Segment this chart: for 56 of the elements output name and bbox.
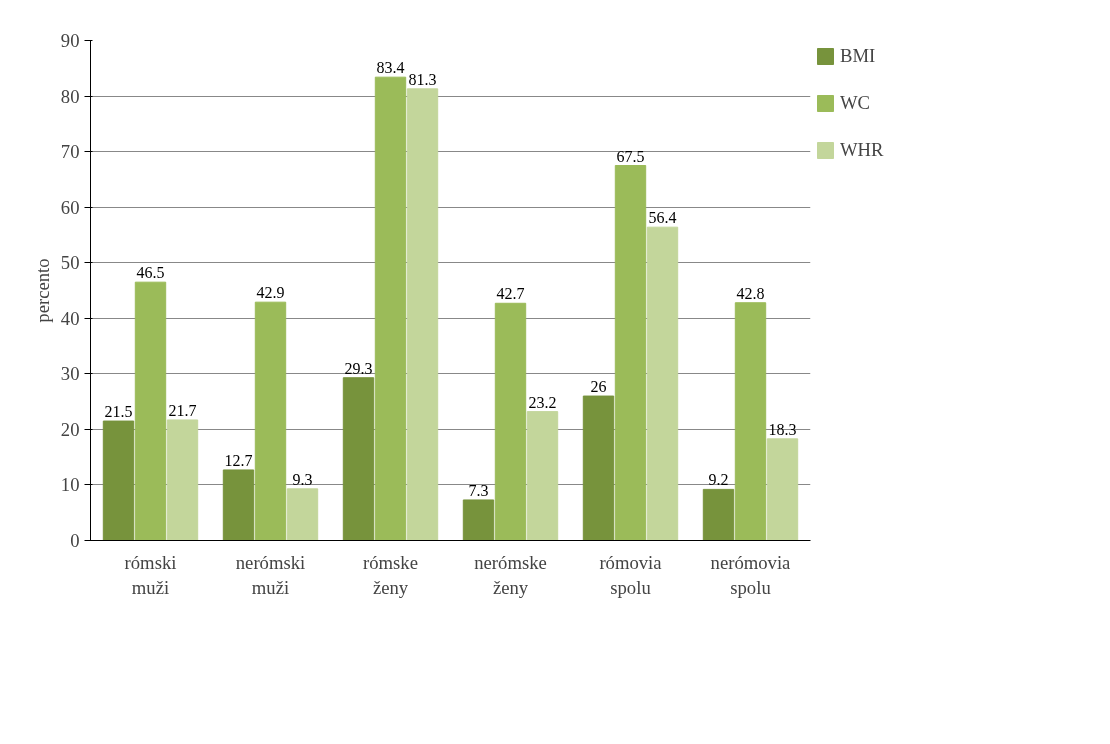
y-tick-label: 70 (60, 141, 80, 163)
data-label: 12.7 (224, 451, 253, 469)
legend-label: WHR (840, 139, 884, 161)
data-label: 21.7 (168, 401, 197, 419)
bar (702, 488, 735, 541)
bar (102, 420, 135, 541)
y-axis-title: percento (31, 258, 53, 323)
y-tick-label: 90 (60, 30, 80, 51)
bar (166, 419, 199, 541)
y-tick-label: 60 (60, 196, 80, 218)
data-label: 21.5 (104, 403, 133, 421)
bar (646, 226, 679, 541)
x-tick-label: nerómske ženy (474, 551, 547, 598)
data-label: 9.3 (292, 470, 313, 488)
data-label: 18.3 (768, 420, 797, 438)
legend-label: BMI (840, 45, 876, 67)
legend-label: WC (840, 92, 871, 114)
bar (526, 411, 559, 541)
bar (406, 88, 439, 541)
data-label: 9.2 (708, 471, 729, 489)
y-tick-label: 0 (70, 530, 80, 551)
x-tick-label: rómske ženy (363, 551, 418, 598)
bar (134, 281, 167, 541)
bar (582, 395, 615, 541)
bar (734, 302, 767, 541)
data-label: 42.9 (256, 284, 285, 302)
data-label: 81.3 (408, 70, 437, 88)
data-label: 29.3 (344, 359, 373, 377)
data-label: 83.4 (376, 59, 405, 77)
bar (374, 76, 407, 541)
data-label: 56.4 (648, 209, 677, 227)
bar (222, 469, 255, 541)
x-tick-label: nerómski muži (235, 551, 306, 598)
bar (614, 165, 647, 541)
data-label: 23.2 (528, 393, 557, 411)
data-label: 26 (590, 378, 607, 396)
y-tick-label: 20 (60, 418, 80, 440)
bar (494, 302, 527, 541)
x-tick-label: rómski muži (124, 551, 177, 598)
x-tick-label: nerómovia spolu (710, 551, 792, 598)
y-tick-label: 10 (60, 474, 80, 496)
bar (286, 488, 319, 541)
y-tick-label: 80 (60, 85, 80, 107)
y-tick-label: 50 (60, 252, 80, 274)
bar (342, 377, 375, 541)
y-tick-label: 30 (60, 363, 80, 385)
data-label: 7.3 (468, 481, 489, 499)
data-label: 67.5 (616, 147, 645, 165)
bar (766, 438, 799, 541)
y-tick-label: 40 (60, 307, 80, 329)
bar (462, 499, 495, 541)
x-tick-label: rómovia spolu (599, 551, 663, 598)
bar (254, 301, 287, 541)
data-label: 46.5 (136, 264, 165, 282)
data-label: 42.8 (736, 284, 765, 302)
data-label: 42.7 (496, 285, 525, 303)
